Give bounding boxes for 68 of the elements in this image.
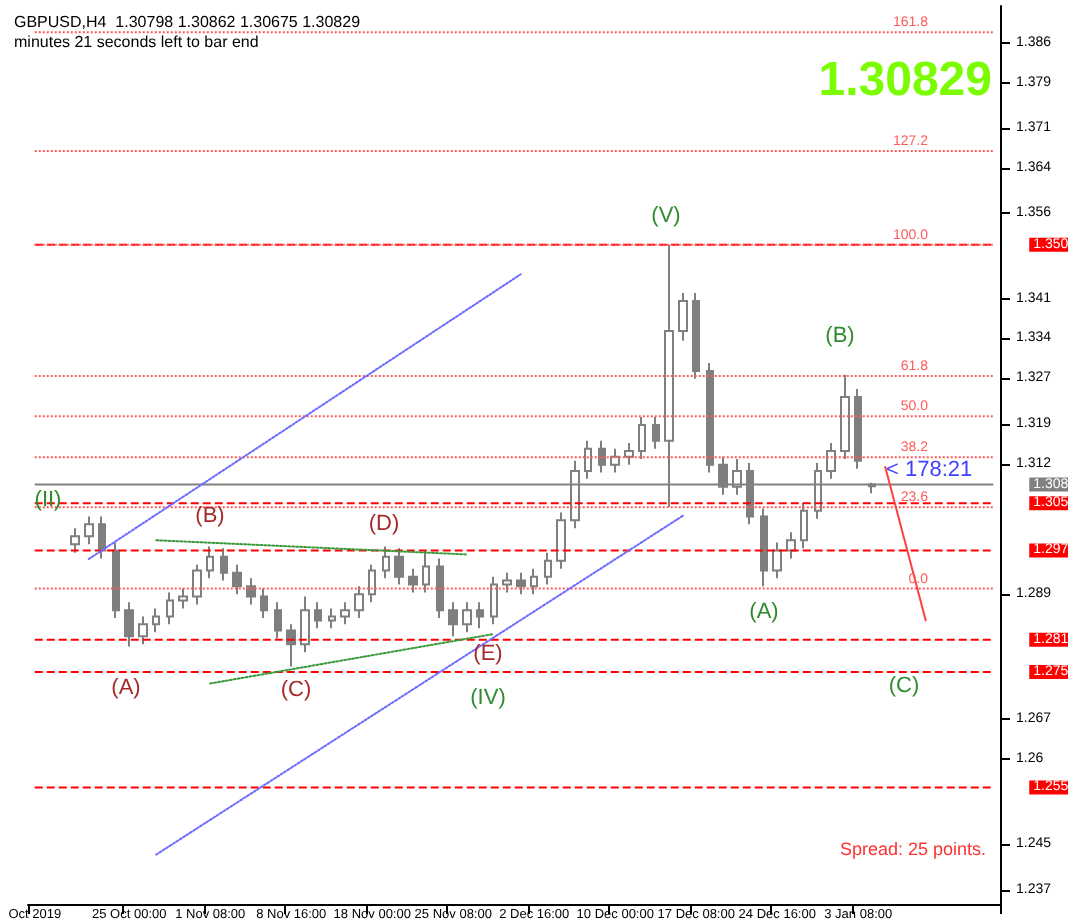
candlestick bbox=[328, 607, 336, 630]
candlestick bbox=[462, 601, 472, 634]
candlestick bbox=[408, 567, 418, 594]
candlestick bbox=[516, 571, 526, 596]
candlestick bbox=[706, 361, 714, 474]
candlestick bbox=[826, 442, 836, 480]
annotation: (C) bbox=[280, 678, 312, 702]
annotation: (B) bbox=[195, 504, 225, 528]
annotation: 1.30829 bbox=[818, 53, 993, 107]
candlestick bbox=[112, 541, 120, 620]
candlestick bbox=[556, 511, 566, 570]
candlestick bbox=[354, 585, 364, 620]
candlestick bbox=[638, 415, 646, 460]
candlestick bbox=[260, 587, 268, 620]
candlestick bbox=[286, 623, 296, 668]
candlestick bbox=[490, 575, 498, 626]
candlestick bbox=[652, 415, 660, 450]
annotation: (B) bbox=[825, 324, 855, 348]
candlestick bbox=[368, 563, 376, 604]
candlestick bbox=[476, 601, 484, 630]
annotation: (C) bbox=[888, 674, 920, 698]
candlestick bbox=[220, 547, 228, 582]
candlestick bbox=[760, 507, 768, 588]
candlestick bbox=[448, 601, 458, 638]
candlestick bbox=[584, 439, 592, 480]
candlestick bbox=[786, 531, 796, 560]
candlestick bbox=[178, 587, 188, 610]
candlestick bbox=[152, 607, 160, 634]
annotation: (IV) bbox=[470, 686, 506, 710]
candlestick bbox=[840, 373, 850, 460]
candlestick bbox=[300, 595, 310, 654]
candlestick bbox=[84, 515, 94, 546]
candlestick bbox=[274, 601, 282, 640]
candlestick bbox=[436, 557, 444, 620]
candlestick bbox=[382, 545, 390, 580]
candlestick bbox=[544, 551, 552, 586]
annotation: < 178:21 bbox=[886, 458, 973, 482]
annotation: (A) bbox=[111, 676, 141, 700]
annotation: (D) bbox=[368, 512, 400, 536]
candlestick bbox=[624, 442, 634, 466]
candlestick bbox=[692, 292, 700, 380]
candlestick bbox=[854, 388, 862, 470]
annotation: (E) bbox=[473, 642, 503, 666]
candlestick bbox=[530, 567, 538, 596]
candlestick bbox=[422, 549, 430, 594]
candlestick bbox=[678, 292, 688, 342]
annotation: (V) bbox=[651, 204, 681, 228]
candlestick bbox=[192, 563, 202, 606]
candlestick bbox=[138, 615, 148, 646]
candlestick bbox=[232, 563, 242, 596]
candlestick bbox=[394, 547, 404, 586]
candlestick bbox=[70, 527, 80, 554]
candlestick bbox=[772, 541, 782, 580]
candlestick bbox=[610, 447, 620, 474]
candlestick bbox=[598, 439, 606, 474]
chart-title: GBPUSD,H4 1.30798 1.30862 1.30675 1.30829 bbox=[14, 13, 362, 31]
text: minutes 21 seconds left to bar end bbox=[14, 33, 259, 51]
annotation: Spread: 25 points. bbox=[840, 839, 987, 859]
candlestick bbox=[314, 601, 322, 630]
candlestick bbox=[124, 601, 134, 648]
candlestick bbox=[340, 601, 350, 626]
candlestick bbox=[206, 545, 214, 580]
candlestick bbox=[246, 577, 256, 606]
candlestick bbox=[98, 515, 106, 560]
candlestick bbox=[502, 571, 512, 594]
annotation: (A) bbox=[749, 600, 779, 624]
candlestick bbox=[800, 501, 808, 550]
candlestick bbox=[166, 591, 174, 626]
